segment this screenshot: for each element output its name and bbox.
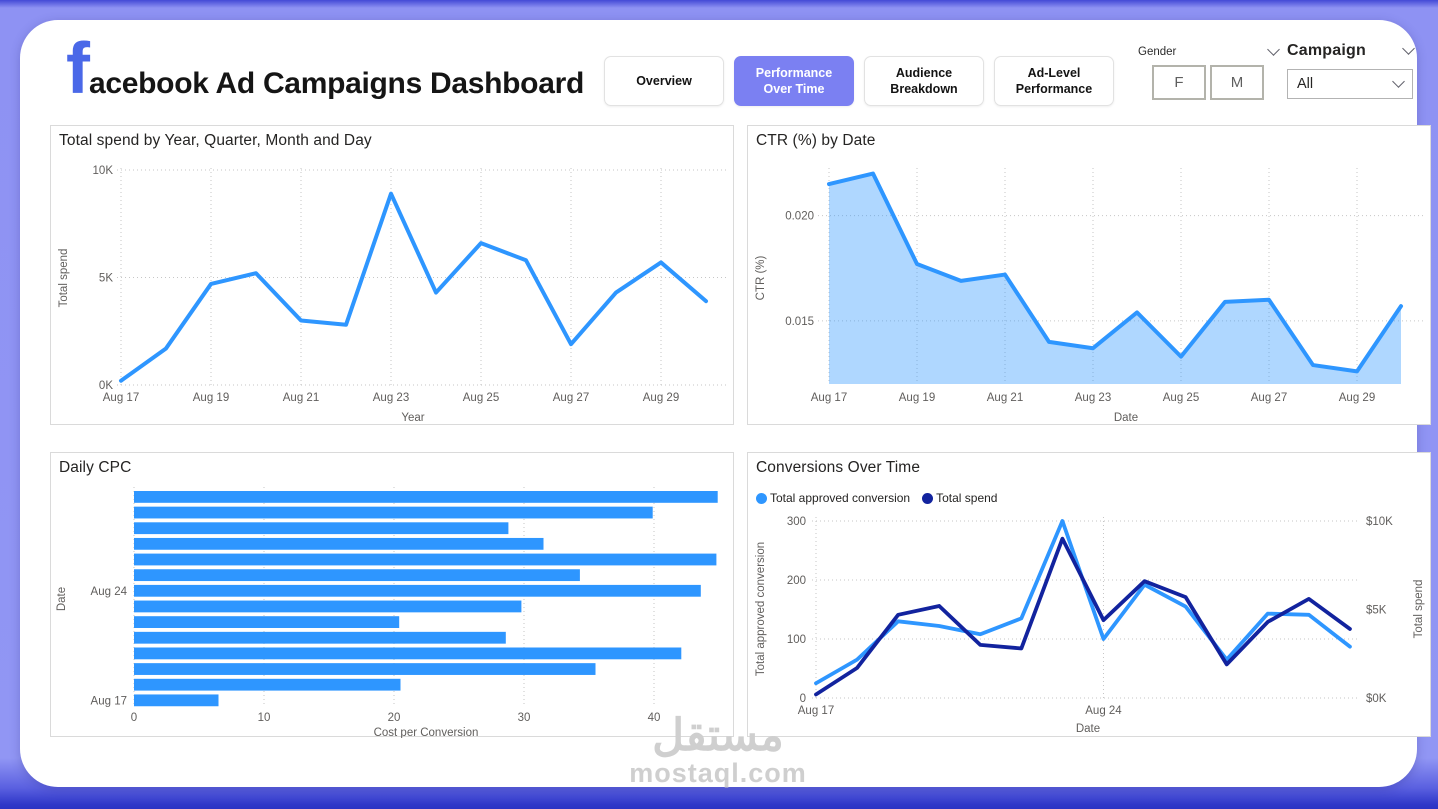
svg-text:Cost per Conversion: Cost per Conversion <box>374 727 479 738</box>
gender-option-m[interactable]: M <box>1210 65 1264 100</box>
svg-text:Aug 25: Aug 25 <box>463 392 499 404</box>
tab-performance-over-time[interactable]: Performance Over Time <box>734 56 854 106</box>
svg-text:Aug 27: Aug 27 <box>1251 392 1287 404</box>
svg-text:Aug 19: Aug 19 <box>899 392 935 404</box>
chevron-down-icon[interactable] <box>1402 42 1415 55</box>
svg-text:30: 30 <box>518 712 531 724</box>
legend-item[interactable]: Total approved conversion <box>756 491 910 505</box>
svg-text:Aug 27: Aug 27 <box>553 392 589 404</box>
legend-dot-icon <box>756 492 767 504</box>
svg-text:Aug 23: Aug 23 <box>1075 392 1111 404</box>
chevron-down-icon[interactable] <box>1267 43 1280 56</box>
svg-text:0: 0 <box>131 712 137 724</box>
svg-text:Aug 29: Aug 29 <box>643 392 679 404</box>
svg-text:Date: Date <box>1114 412 1138 424</box>
facebook-logo-icon: f <box>66 29 90 109</box>
svg-text:0.020: 0.020 <box>785 211 814 223</box>
chevron-down-icon <box>1392 75 1405 88</box>
svg-text:Aug 29: Aug 29 <box>1339 392 1375 404</box>
svg-text:100: 100 <box>787 634 806 646</box>
svg-text:Aug 17: Aug 17 <box>91 695 127 707</box>
total-spend-line-chart: 0K 5K 10K Aug 17 Aug 19 Aug 21 Aug 23 Aug 25 Aug… <box>58 165 727 424</box>
legend-dot-icon <box>922 492 934 504</box>
svg-text:Aug 21: Aug 21 <box>283 392 319 404</box>
svg-text:300: 300 <box>787 516 806 528</box>
tab-ad-level-performance[interactable]: Ad-Level Performance <box>994 56 1114 106</box>
svg-text:$10K: $10K <box>1366 516 1393 528</box>
svg-text:Aug 25: Aug 25 <box>1163 392 1199 404</box>
conversions-dual-line-chart: 0 100 200 300 $0K $5K $10K Aug 17 Aug 24 Date Tota… <box>755 516 1425 735</box>
chart-legend: Total approved conversion Total spend <box>756 491 997 505</box>
panel-daily-cpc: Daily CPC 0 10 20 30 40 Aug 24 Aug 17 Cost per … <box>50 452 734 738</box>
legend-label: Total approved conversion <box>770 491 911 505</box>
svg-text:Date: Date <box>56 587 68 611</box>
chart-title: CTR (%) by Date <box>756 132 876 149</box>
svg-text:Aug 17: Aug 17 <box>811 392 847 404</box>
svg-text:Total approved conversion: Total approved conversion <box>755 542 767 676</box>
tab-audience-breakdown[interactable]: Audience Breakdown <box>864 56 984 106</box>
chart-title: Total spend by Year, Quarter, Month and … <box>59 132 372 149</box>
gender-slicer: Gender F M <box>1138 43 1280 100</box>
svg-text:10: 10 <box>258 712 271 724</box>
svg-text:$0K: $0K <box>1366 693 1387 705</box>
svg-text:200: 200 <box>787 575 806 587</box>
svg-text:Aug 17: Aug 17 <box>103 392 139 404</box>
campaign-select[interactable]: All <box>1287 69 1413 99</box>
tab-overview[interactable]: Overview <box>604 56 724 106</box>
svg-text:CTR (%): CTR (%) <box>755 255 767 300</box>
panel-ctr: CTR (%) by Date 0.015 0.020 Aug 17 Aug 19 Au… <box>747 125 1431 425</box>
svg-text:Aug 17: Aug 17 <box>798 705 834 717</box>
svg-text:Year: Year <box>401 412 424 424</box>
dashboard-card: f acebook Ad Campaigns Dashboard Overvie… <box>20 20 1431 787</box>
chart-title: Daily CPC <box>59 459 132 476</box>
svg-text:$5K: $5K <box>1366 605 1387 617</box>
svg-text:Aug 21: Aug 21 <box>987 392 1023 404</box>
brand: f acebook Ad Campaigns Dashboard <box>66 29 584 109</box>
svg-text:Date: Date <box>1076 723 1100 735</box>
nav-tabs: Overview Performance Over Time Audience Br… <box>604 56 1114 106</box>
legend-item[interactable]: Total spend <box>922 491 997 505</box>
campaign-label: Campaign <box>1287 42 1366 59</box>
svg-text:Aug 23: Aug 23 <box>373 392 409 404</box>
svg-text:Total spend: Total spend <box>1413 580 1425 639</box>
panel-total-spend: Total spend by Year, Quarter, Month and … <box>50 125 734 425</box>
svg-text:10K: 10K <box>93 165 114 177</box>
svg-text:Aug 19: Aug 19 <box>193 392 229 404</box>
gender-label: Gender <box>1138 46 1177 58</box>
svg-text:20: 20 <box>388 712 401 724</box>
svg-text:0K: 0K <box>99 380 113 392</box>
daily-cpc-bar-chart: 0 10 20 30 40 Aug 24 Aug 17 Cost per Conversion… <box>56 487 718 738</box>
svg-text:0: 0 <box>800 693 806 705</box>
gender-option-f[interactable]: F <box>1152 65 1206 100</box>
chart-title: Conversions Over Time <box>756 459 921 476</box>
svg-text:Total spend: Total spend <box>58 249 70 308</box>
svg-text:Aug 24: Aug 24 <box>1085 705 1122 717</box>
campaign-selected-value: All <box>1297 76 1314 92</box>
ctr-area-chart: 0.015 0.020 Aug 17 Aug 19 Aug 21 Aug 23 Aug 25… <box>755 168 1424 424</box>
svg-text:0.015: 0.015 <box>785 316 814 328</box>
page-title: acebook Ad Campaigns Dashboard <box>88 67 584 100</box>
svg-text:40: 40 <box>648 712 661 724</box>
legend-label: Total spend <box>936 491 998 505</box>
campaign-slicer: Campaign All <box>1287 42 1415 99</box>
svg-text:Aug 24: Aug 24 <box>91 586 128 598</box>
panel-conversions: Conversions Over Time Total approved con… <box>747 452 1431 737</box>
svg-text:5K: 5K <box>99 273 113 285</box>
